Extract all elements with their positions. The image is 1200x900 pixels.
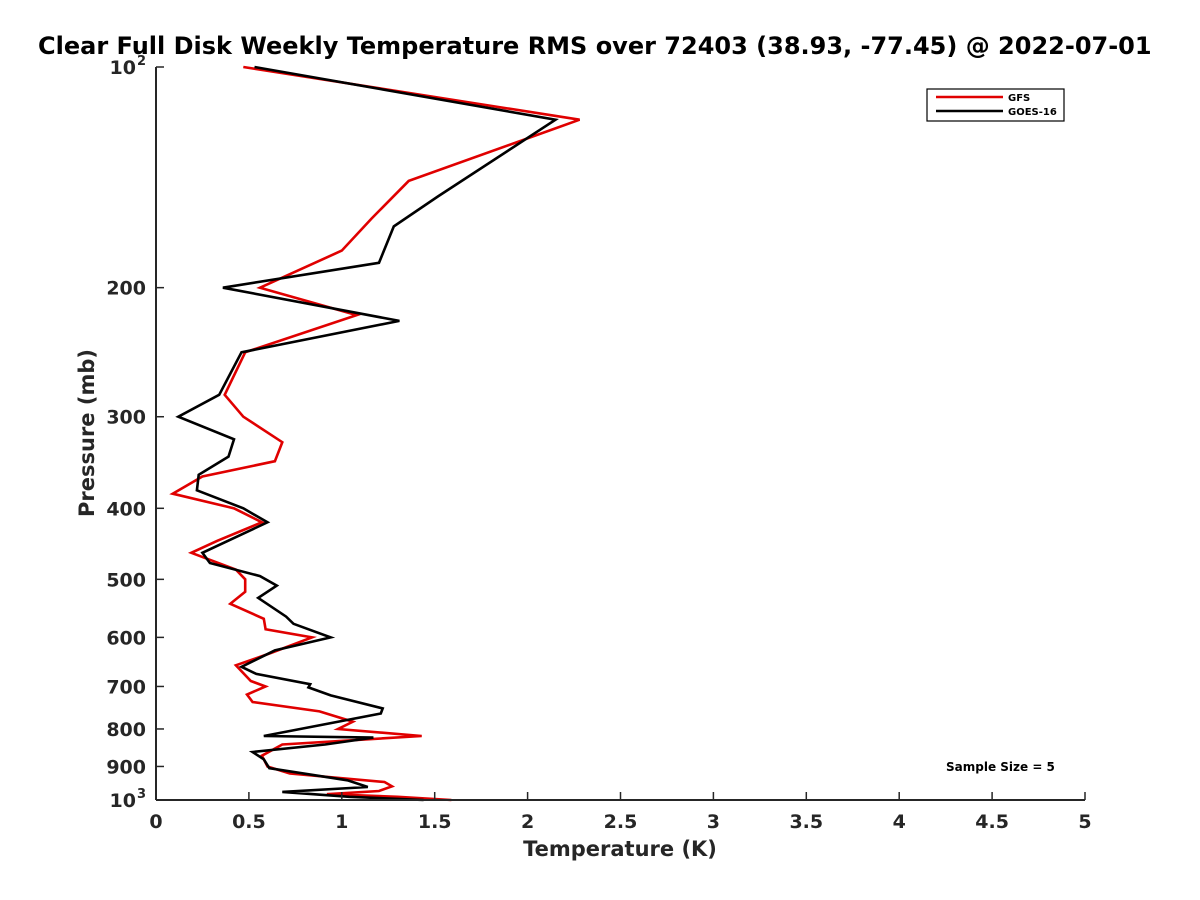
- x-axis-ticks: 0 0.5 1 1.5 2 2.5 3 3.5 4 4.5 5: [149, 792, 1092, 833]
- chart-title: Clear Full Disk Weekly Temperature RMS o…: [38, 32, 1152, 60]
- y-axis-label: Pressure (mb): [75, 349, 99, 517]
- legend-label-goes-16: GOES-16: [1008, 107, 1057, 118]
- x-tick-label: 1.5: [418, 811, 452, 833]
- legend-label-gfs: GFS: [1008, 93, 1030, 104]
- y-tick-label: 900: [106, 756, 146, 778]
- legend: GFS GOES-16: [926, 88, 1065, 122]
- y-tick-exponent: 3: [137, 787, 146, 802]
- y-tick-label: 500: [106, 569, 146, 591]
- x-tick-label: 3: [707, 811, 720, 833]
- y-tick-label: 10: [110, 57, 136, 79]
- y-tick-label: 800: [106, 719, 146, 741]
- x-tick-label: 5: [1078, 811, 1091, 833]
- y-tick-label: 10: [110, 790, 136, 812]
- x-tick-label: 4.5: [975, 811, 1009, 833]
- y-tick-label: 700: [106, 676, 146, 698]
- legend-box: [926, 88, 1065, 122]
- x-tick-label: 2.5: [604, 811, 638, 833]
- x-tick-label: 0.5: [232, 811, 266, 833]
- x-axis-label: Temperature (K): [523, 837, 717, 861]
- y-tick-label: 300: [106, 407, 146, 429]
- series-line-gfs: [169, 65, 581, 802]
- series-line-goes-16: [175, 65, 559, 802]
- plot-area: [169, 65, 581, 802]
- x-tick-label: 1: [335, 811, 348, 833]
- x-tick-label: 4: [893, 811, 906, 833]
- y-tick-label: 200: [106, 278, 146, 300]
- x-tick-label: 0: [149, 811, 162, 833]
- x-tick-label: 2: [521, 811, 534, 833]
- y-tick-exponent: 2: [137, 54, 146, 69]
- y-tick-label: 400: [106, 498, 146, 520]
- y-tick-label: 600: [106, 627, 146, 649]
- x-tick-label: 3.5: [789, 811, 823, 833]
- sample-size-annotation: Sample Size = 5: [946, 760, 1055, 774]
